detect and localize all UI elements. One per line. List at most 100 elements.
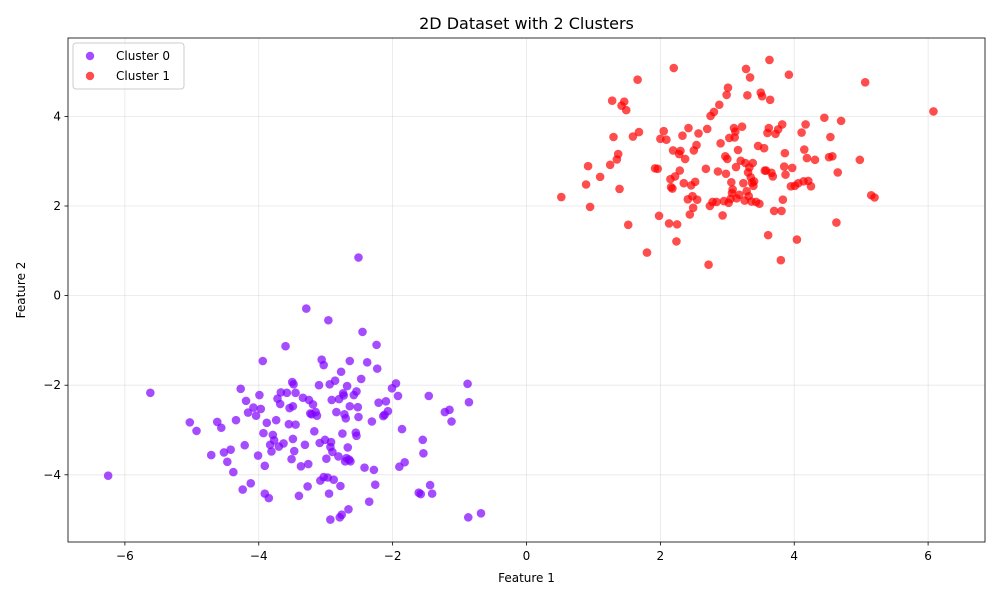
data-point-cluster-1 — [654, 211, 664, 221]
data-point-cluster-0 — [103, 471, 113, 480]
data-point-cluster-0 — [464, 397, 474, 407]
data-point-cluster-1 — [557, 192, 566, 202]
data-point-cluster-1 — [727, 177, 736, 187]
data-point-cluster-1 — [741, 64, 751, 74]
data-point-cluster-0 — [308, 400, 318, 409]
x-tick-label: −4 — [250, 549, 268, 563]
data-point-cluster-0 — [264, 493, 274, 503]
data-point-cluster-1 — [833, 168, 843, 177]
legend-marker-cluster-1 — [85, 71, 95, 81]
data-point-cluster-0 — [275, 399, 285, 409]
data-point-cluster-0 — [288, 434, 298, 444]
data-point-cluster-1 — [595, 172, 605, 182]
data-point-cluster-0 — [246, 479, 256, 488]
data-point-cluster-1 — [779, 162, 789, 171]
data-point-cluster-1 — [680, 154, 690, 164]
data-point-cluster-0 — [424, 391, 434, 401]
x-tick-label: 0 — [523, 549, 531, 563]
data-point-cluster-0 — [341, 414, 351, 423]
data-point-cluster-0 — [241, 396, 251, 406]
data-point-cluster-1 — [784, 70, 794, 80]
data-point-cluster-1 — [585, 202, 595, 212]
data-point-cluster-0 — [185, 418, 195, 427]
data-point-cluster-0 — [354, 412, 363, 422]
y-axis-ticks: −4 −2 0 2 4 — [43, 109, 68, 482]
data-point-cluster-1 — [735, 190, 744, 200]
data-point-cluster-0 — [344, 504, 353, 514]
data-point-cluster-0 — [326, 437, 336, 447]
data-point-cluster-1 — [619, 97, 629, 106]
data-point-cluster-0 — [354, 253, 363, 262]
data-point-cluster-0 — [362, 358, 372, 367]
data-point-cluster-0 — [353, 402, 363, 412]
data-point-cluster-1 — [799, 145, 809, 154]
data-point-cluster-1 — [777, 206, 786, 216]
grid-lines — [68, 38, 985, 542]
data-point-cluster-1 — [669, 63, 679, 73]
data-point-cluster-0 — [346, 457, 355, 466]
data-point-cluster-1 — [723, 154, 732, 164]
data-point-cluster-0 — [301, 304, 311, 313]
legend-marker-cluster-0 — [85, 51, 95, 61]
data-point-cluster-1 — [605, 160, 615, 170]
data-point-cluster-0 — [336, 481, 345, 491]
x-tick-label: 6 — [924, 549, 932, 563]
x-tick-label: 2 — [657, 549, 665, 563]
data-point-cluster-1 — [731, 162, 741, 172]
data-point-cluster-0 — [289, 446, 299, 456]
data-point-cluster-1 — [733, 145, 743, 155]
data-point-cluster-0 — [327, 395, 337, 405]
data-point-cluster-1 — [765, 95, 775, 105]
data-point-cluster-0 — [476, 509, 486, 518]
data-point-cluster-1 — [628, 132, 638, 141]
data-point-cluster-1 — [757, 91, 767, 101]
data-point-cluster-0 — [360, 463, 369, 472]
data-point-cluster-0 — [251, 411, 261, 420]
data-point-cluster-1 — [778, 195, 788, 205]
data-point-cluster-1 — [806, 181, 816, 191]
data-point-cluster-1 — [787, 163, 797, 173]
data-point-cluster-0 — [332, 407, 341, 417]
data-point-cluster-0 — [369, 465, 379, 475]
data-point-cluster-1 — [759, 143, 769, 153]
data-point-cluster-0 — [223, 457, 232, 467]
data-point-cluster-1 — [860, 78, 870, 87]
data-point-cluster-1 — [713, 167, 723, 176]
data-point-cluster-0 — [229, 467, 238, 477]
data-point-cluster-1 — [694, 129, 703, 138]
data-point-cluster-1 — [676, 146, 685, 156]
data-point-cluster-0 — [324, 489, 334, 498]
data-point-cluster-1 — [836, 116, 846, 126]
data-point-cluster-0 — [322, 454, 331, 463]
data-point-cluster-1 — [801, 120, 810, 129]
data-point-cluster-0 — [447, 417, 456, 426]
data-point-cluster-1 — [581, 180, 591, 189]
data-point-cluster-0 — [271, 415, 281, 425]
data-point-cluster-0 — [381, 397, 391, 406]
data-point-cluster-1 — [776, 255, 786, 265]
data-point-cluster-0 — [249, 403, 258, 412]
data-point-cluster-0 — [364, 497, 374, 506]
data-point-cluster-0 — [238, 485, 247, 494]
data-point-cluster-1 — [692, 195, 702, 205]
data-point-cluster-1 — [723, 83, 733, 93]
data-point-cluster-0 — [337, 510, 347, 519]
data-point-cluster-1 — [832, 218, 841, 227]
data-point-cluster-1 — [609, 132, 618, 142]
data-point-cluster-1 — [621, 105, 631, 115]
data-point-cluster-0 — [372, 340, 381, 350]
data-point-cluster-1 — [659, 126, 669, 136]
data-point-cluster-0 — [319, 360, 328, 370]
data-point-cluster-0 — [339, 391, 349, 400]
data-point-cluster-0 — [267, 447, 276, 456]
data-point-cluster-0 — [291, 420, 300, 429]
data-point-cluster-0 — [240, 440, 250, 450]
data-point-cluster-0 — [342, 381, 352, 391]
y-tick-label: 4 — [53, 109, 61, 123]
data-point-cluster-1 — [820, 113, 829, 123]
data-point-cluster-0 — [312, 411, 322, 420]
data-point-cluster-1 — [716, 138, 725, 148]
data-point-cluster-1 — [810, 155, 820, 165]
